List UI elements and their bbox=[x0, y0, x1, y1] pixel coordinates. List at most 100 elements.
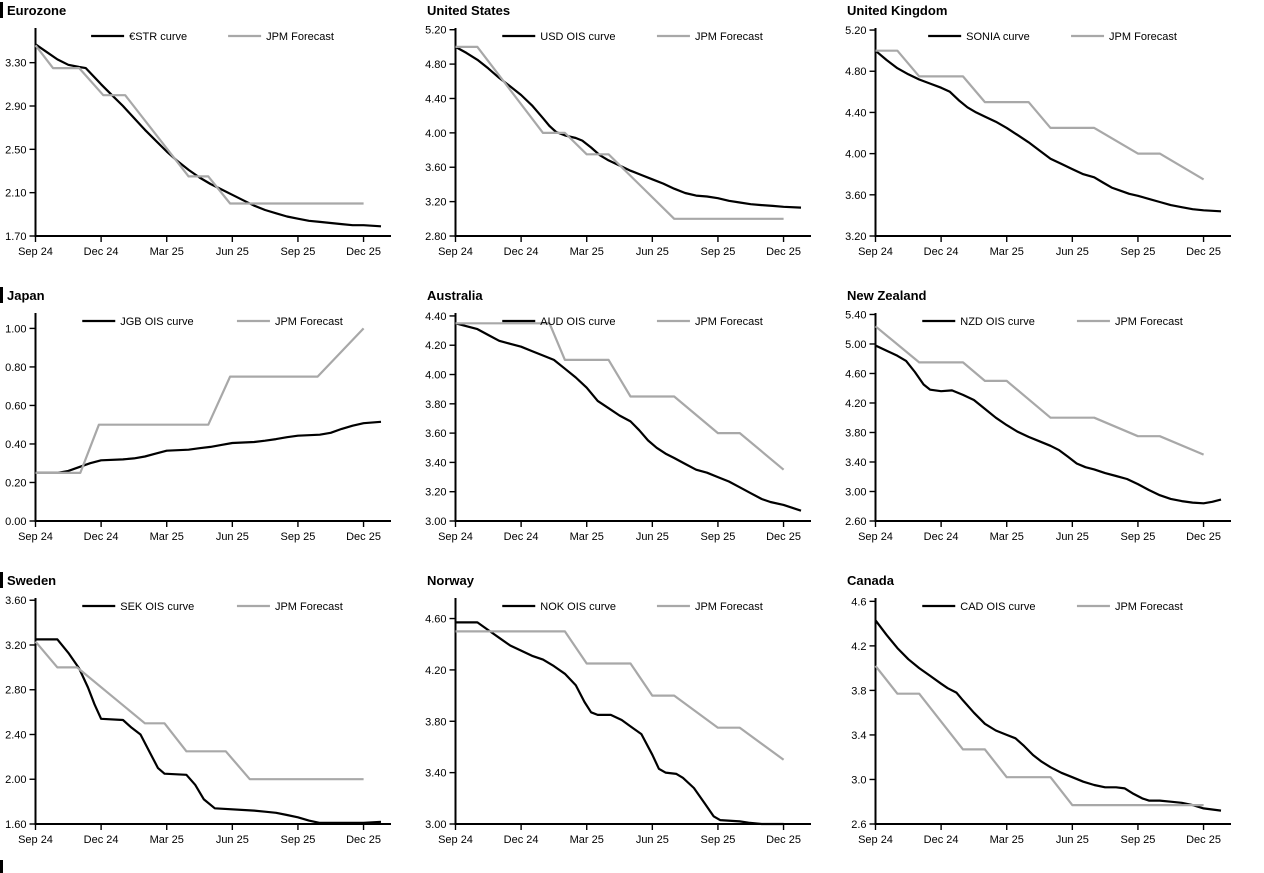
x-tick-label: Jun 25 bbox=[636, 531, 669, 543]
usd-ois-curve-line bbox=[454, 45, 802, 209]
chart-panel-norway: Norway 3.00 3.40 3.80 4.20 4.60 Sep 24 Dec 24 Ma… bbox=[420, 570, 840, 873]
chart-panel-eurozone: Eurozone 1.70 2.10 2.50 2.90 3.30 Sep 24 Dec 24… bbox=[0, 0, 420, 285]
x-tick-label: Sep 24 bbox=[18, 834, 53, 846]
y-tick-label: 4.40 bbox=[425, 93, 446, 105]
chart-canvas-new-zealand: 2.60 3.00 3.40 3.80 4.20 4.60 5.00 5.40 Sep 24 De… bbox=[845, 309, 1231, 543]
y-tick-label: 1.00 bbox=[5, 323, 26, 335]
y-tick-label: 3.40 bbox=[425, 768, 446, 780]
x-tick-label: Sep 24 bbox=[858, 246, 893, 258]
axes bbox=[874, 598, 1231, 825]
str-curve-line bbox=[34, 43, 382, 228]
x-tick-label: Dec 24 bbox=[924, 834, 959, 846]
x-tick-label: Sep 25 bbox=[1121, 834, 1156, 846]
x-tick-label: Jun 25 bbox=[1056, 246, 1089, 258]
x-tick-label: Mar 25 bbox=[150, 246, 184, 258]
x-tick-label: Dec 25 bbox=[1186, 246, 1221, 258]
x-tick-label: Dec 25 bbox=[766, 531, 801, 543]
axes bbox=[454, 313, 811, 522]
x-tick-label: Sep 25 bbox=[281, 531, 316, 543]
x-tick-label: Mar 25 bbox=[570, 834, 604, 846]
y-tick-label: 4.2 bbox=[851, 641, 866, 653]
y-tick-label: 4.80 bbox=[425, 59, 446, 71]
y-tick-label: 3.8 bbox=[851, 685, 866, 697]
legend-label-sonia-curve: SONIA curve bbox=[966, 31, 1030, 43]
y-tick-label: 5.40 bbox=[845, 309, 866, 321]
y-tick-label: 2.6 bbox=[851, 819, 866, 831]
y-tick-label: 4.20 bbox=[425, 340, 446, 352]
legend-label-jpm-forecast: JPM Forecast bbox=[275, 316, 343, 328]
legend-label-jpm-forecast: JPM Forecast bbox=[695, 316, 763, 328]
chart-canvas-norway: 3.00 3.40 3.80 4.20 4.60 Sep 24 Dec 24 Mar 25 Ju… bbox=[425, 598, 811, 846]
legend-label-jpm-forecast: JPM Forecast bbox=[266, 31, 334, 43]
y-tick-label: 3.80 bbox=[845, 427, 866, 439]
x-tick-label: Jun 25 bbox=[216, 834, 249, 846]
y-tick-label: 2.60 bbox=[845, 516, 866, 528]
x-tick-label: Jun 25 bbox=[216, 531, 249, 543]
x-tick-label: Mar 25 bbox=[150, 834, 184, 846]
legend-label-jpm-forecast: JPM Forecast bbox=[1109, 31, 1177, 43]
y-tick-label: 0.20 bbox=[5, 477, 26, 489]
y-tick-label: 3.20 bbox=[845, 231, 866, 243]
sonia-curve-line bbox=[874, 49, 1222, 213]
y-tick-label: 2.10 bbox=[5, 188, 26, 200]
y-tick-label: 2.00 bbox=[5, 774, 26, 786]
x-tick-label: Dec 25 bbox=[1186, 834, 1221, 846]
legend-label-cad-ois-curve: CAD OIS curve bbox=[960, 601, 1035, 613]
chart-panel-new-zealand: New Zealand 2.60 3.00 3.40 3.80 4.20 4.60 5.00 5… bbox=[840, 285, 1264, 570]
y-tick-label: 3.30 bbox=[5, 58, 26, 70]
chart-title: Eurozone bbox=[7, 3, 67, 18]
chart-canvas-australia: 3.00 3.20 3.40 3.60 3.80 4.00 4.20 4.40 Sep 24 De… bbox=[425, 311, 811, 543]
x-tick-label: Sep 25 bbox=[701, 246, 736, 258]
y-tick-label: 2.90 bbox=[5, 101, 26, 113]
legend-label-jpm-forecast: JPM Forecast bbox=[695, 601, 763, 613]
y-tick-label: 0.60 bbox=[5, 400, 26, 412]
aud-ois-curve-line bbox=[455, 322, 802, 512]
axes bbox=[34, 598, 391, 825]
x-tick-label: Sep 25 bbox=[701, 531, 736, 543]
nok-ois-curve-line bbox=[455, 621, 784, 826]
y-tick-label: 4.20 bbox=[845, 398, 866, 410]
y-tick-label: 3.20 bbox=[425, 487, 446, 499]
y-tick-label: 5.00 bbox=[845, 339, 866, 351]
y-tick-label: 2.50 bbox=[5, 144, 26, 156]
y-tick-label: 5.20 bbox=[845, 25, 866, 37]
chart-canvas-united-states: 2.80 3.20 3.60 4.00 4.40 4.80 5.20 Sep 24 Dec 24… bbox=[425, 25, 811, 258]
x-tick-label: Dec 24 bbox=[504, 531, 539, 543]
y-tick-label: 4.6 bbox=[851, 596, 866, 608]
x-tick-label: Sep 24 bbox=[438, 531, 473, 543]
jpm-forecast-line bbox=[874, 665, 1204, 807]
y-tick-label: 3.20 bbox=[5, 640, 26, 652]
y-tick-label: 5.20 bbox=[425, 25, 446, 37]
x-tick-label: Dec 25 bbox=[1186, 531, 1221, 543]
x-tick-label: Mar 25 bbox=[570, 531, 604, 543]
x-tick-label: Mar 25 bbox=[990, 834, 1024, 846]
jpm-forecast-line bbox=[455, 45, 784, 220]
y-tick-label: 3.60 bbox=[425, 428, 446, 440]
jgb-ois-curve-line bbox=[35, 420, 382, 474]
y-tick-label: 3.60 bbox=[845, 190, 866, 202]
legend-label-usd-ois-curve: USD OIS curve bbox=[540, 31, 615, 43]
x-tick-label: Dec 24 bbox=[504, 246, 539, 258]
x-tick-label: Dec 24 bbox=[84, 531, 119, 543]
chart-canvas-united-kingdom: 3.20 3.60 4.00 4.40 4.80 5.20 Sep 24 Dec 24 Mar … bbox=[845, 25, 1231, 258]
y-tick-label: 4.60 bbox=[425, 614, 446, 626]
x-tick-label: Mar 25 bbox=[570, 246, 604, 258]
x-tick-label: Sep 25 bbox=[1121, 531, 1156, 543]
y-tick-label: 3.40 bbox=[845, 457, 866, 469]
x-tick-label: Dec 24 bbox=[924, 531, 959, 543]
y-tick-label: 0.80 bbox=[5, 362, 26, 374]
legend-label-sek-ois-curve: SEK OIS curve bbox=[120, 601, 194, 613]
y-tick-label: 3.80 bbox=[425, 399, 446, 411]
legend-label-jpm-forecast: JPM Forecast bbox=[1115, 316, 1183, 328]
y-tick-label: 4.80 bbox=[845, 66, 866, 78]
y-tick-label: 4.40 bbox=[425, 311, 446, 323]
y-tick-label: 3.00 bbox=[425, 516, 446, 528]
y-tick-label: 2.40 bbox=[5, 729, 26, 741]
chart-panel-japan: Japan 0.00 0.20 0.40 0.60 0.80 1.00 Sep 24 Dec 2… bbox=[0, 285, 420, 570]
chart-canvas-eurozone: 1.70 2.10 2.50 2.90 3.30 Sep 24 Dec 24 Mar 25 Ju… bbox=[5, 28, 391, 258]
x-tick-label: Jun 25 bbox=[1056, 834, 1089, 846]
y-tick-label: 3.00 bbox=[845, 486, 866, 498]
y-tick-label: 4.00 bbox=[425, 128, 446, 140]
y-tick-label: 2.80 bbox=[425, 231, 446, 243]
